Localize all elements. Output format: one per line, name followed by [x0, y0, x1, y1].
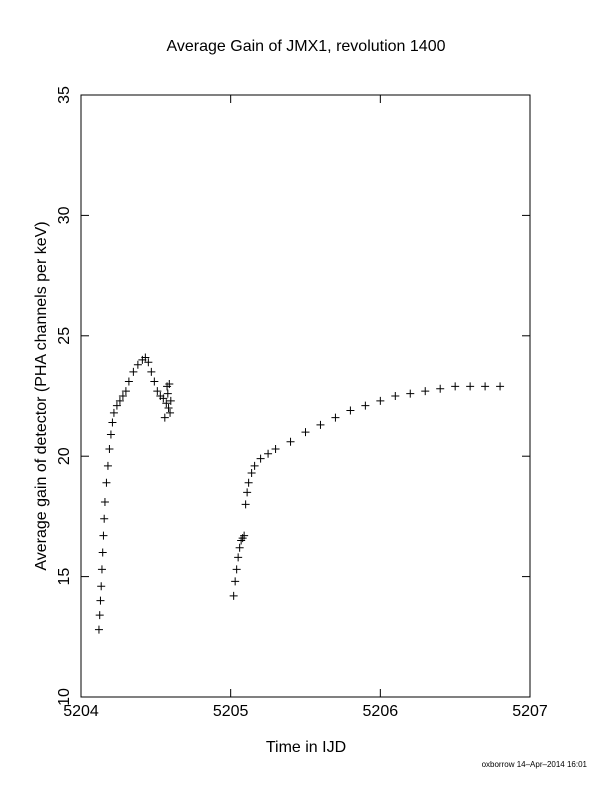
y-tick-label: 25 [56, 327, 73, 345]
point-marker [232, 565, 241, 574]
point-marker [100, 497, 109, 506]
point-marker [466, 382, 475, 391]
point-marker [234, 553, 243, 562]
x-tick-label: 5206 [363, 703, 399, 720]
y-tick-label: 10 [56, 688, 73, 706]
point-marker [103, 461, 112, 470]
y-tick-label: 30 [56, 206, 73, 224]
point-marker [264, 449, 273, 458]
y-tick-label: 15 [56, 568, 73, 586]
point-marker [481, 382, 490, 391]
point-marker [243, 488, 252, 497]
point-marker [115, 396, 124, 405]
plot-frame [80, 94, 531, 698]
point-marker [160, 413, 169, 422]
point-marker [231, 577, 240, 586]
point-marker [361, 401, 370, 410]
point-marker [163, 389, 172, 398]
point-marker [159, 394, 168, 403]
point-marker [240, 531, 249, 540]
point-marker [124, 377, 133, 386]
y-axis-label: Average gain of detector (PHA channels p… [33, 221, 50, 570]
point-marker [141, 353, 150, 362]
point-marker [271, 444, 280, 453]
x-tick-label: 5205 [213, 703, 249, 720]
point-marker [164, 404, 173, 413]
point-marker [99, 531, 108, 540]
point-marker [94, 625, 103, 634]
point-marker [121, 387, 130, 396]
point-marker [150, 377, 159, 386]
point-marker [144, 358, 153, 367]
chart-title: Average Gain of JMX1, revolution 1400 [167, 38, 446, 55]
point-marker [421, 387, 430, 396]
point-marker [301, 428, 310, 437]
point-marker [166, 408, 175, 417]
point-marker [162, 399, 171, 408]
point-marker [391, 392, 400, 400]
point-marker [496, 382, 505, 391]
point-marker [153, 387, 162, 396]
point-marker [286, 437, 295, 446]
point-marker [331, 413, 340, 422]
point-marker [256, 454, 265, 463]
point-marker [97, 582, 106, 591]
y-tick-label: 20 [56, 447, 73, 465]
point-marker [316, 420, 325, 429]
point-marker [229, 591, 238, 600]
point-marker [166, 396, 175, 405]
point-marker [346, 406, 355, 415]
x-tick-label: 5204 [63, 703, 99, 720]
point-marker [102, 478, 111, 487]
x-tick-label: 5207 [512, 703, 548, 720]
point-marker [250, 461, 259, 470]
point-marker [106, 430, 115, 439]
point-marker [147, 367, 156, 376]
footer-note: oxborrow 14–Apr–2014 16:01 [482, 760, 588, 769]
point-marker [108, 418, 117, 427]
x-axis-label: Time in IJD [266, 739, 346, 756]
point-marker [436, 384, 445, 393]
point-marker [133, 360, 142, 369]
point-marker [406, 389, 415, 398]
point-marker [129, 367, 138, 376]
point-marker [241, 500, 250, 509]
point-marker [98, 548, 107, 557]
point-marker [100, 514, 109, 523]
y-tick-label: 35 [56, 86, 73, 104]
point-marker [97, 565, 106, 574]
point-marker [118, 392, 127, 400]
point-marker [376, 396, 385, 405]
point-marker [451, 382, 460, 391]
point-marker [96, 596, 105, 605]
point-marker [247, 469, 256, 478]
point-marker [95, 611, 104, 620]
point-marker [235, 543, 244, 552]
point-marker [165, 379, 174, 388]
point-marker [112, 401, 121, 410]
point-marker [105, 444, 114, 453]
point-marker [244, 478, 253, 487]
point-marker [109, 408, 118, 417]
